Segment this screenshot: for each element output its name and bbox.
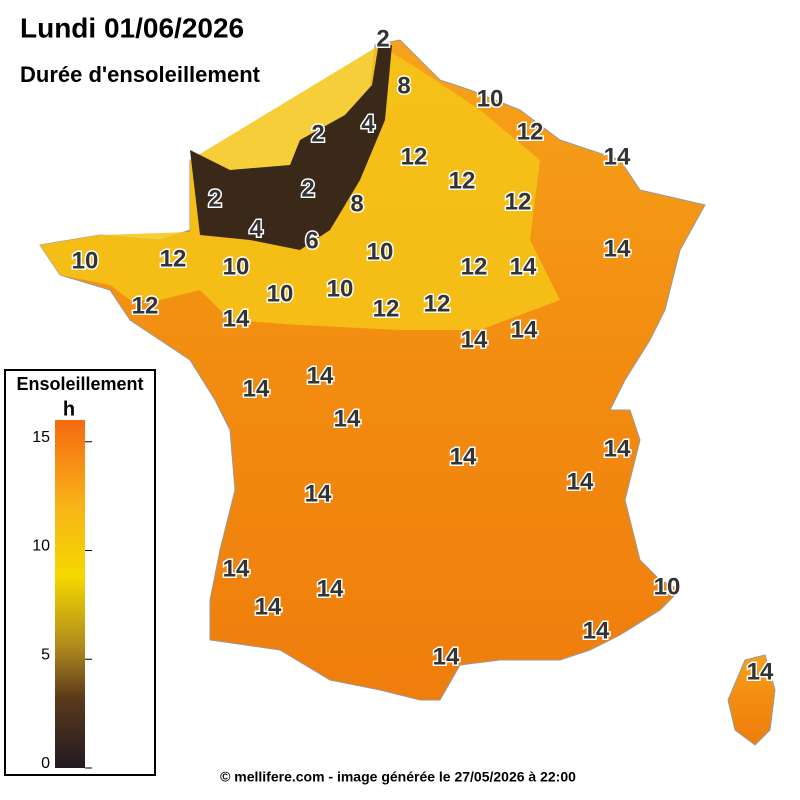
contour-label: 14 [317, 575, 344, 602]
contour-label: 12 [373, 295, 400, 322]
contour-label: 14 [461, 326, 488, 353]
scale-tick-label: 0 [41, 755, 50, 772]
contour-label: 14 [567, 468, 594, 495]
contour-label: 2 [301, 175, 314, 202]
contour-label: 14 [255, 593, 282, 620]
contour-label: 2 [376, 25, 389, 52]
contour-label: 14 [604, 435, 631, 462]
contour-label: 2 [208, 185, 221, 212]
contour-label: 14 [334, 405, 361, 432]
contour-label: 4 [249, 215, 263, 242]
scale-tick-label: 5 [41, 646, 50, 663]
contour-label: 12 [132, 292, 159, 319]
contour-label: 14 [305, 480, 332, 507]
contour-label: 10 [327, 275, 354, 302]
contour-label: 14 [223, 555, 250, 582]
contour-label: 12 [401, 143, 428, 170]
contour-label: 10 [72, 247, 99, 274]
contour-label: 8 [350, 190, 363, 217]
legend-unit: h [63, 398, 75, 420]
contour-label: 14 [747, 658, 774, 685]
subtitle: Durée d'ensoleillement [20, 62, 261, 87]
contour-label: 10 [654, 573, 681, 600]
dark-zone [190, 45, 392, 250]
contour-label: 6 [305, 227, 318, 254]
color-scale [55, 420, 85, 768]
contour-label: 14 [604, 143, 631, 170]
contour-label: 10 [267, 280, 294, 307]
contour-label: 12 [160, 245, 187, 272]
contour-label: 14 [450, 443, 477, 470]
contour-label: 14 [510, 253, 537, 280]
contour-label: 14 [307, 362, 334, 389]
scale-tick-label: 10 [32, 538, 50, 555]
contour-label: 10 [223, 253, 250, 280]
contour-label: 12 [449, 167, 476, 194]
contour-label: 10 [367, 238, 394, 265]
footer: © mellifere.com - image générée le 27/05… [220, 769, 576, 785]
title: Lundi 01/06/2026 [20, 12, 244, 43]
contour-label: 2 [311, 120, 324, 147]
contour-label: 12 [505, 188, 532, 215]
contour-label: 14 [583, 617, 610, 644]
contour-label: 14 [243, 375, 270, 402]
contour-label: 14 [433, 643, 460, 670]
contour-label: 14 [223, 305, 250, 332]
contour-label: 12 [424, 290, 451, 317]
contour-label: 10 [477, 85, 504, 112]
scale-tick-label: 15 [32, 429, 50, 446]
contour-label: 14 [511, 316, 538, 343]
contour-label: 14 [604, 235, 631, 262]
contour-label: 12 [517, 118, 544, 145]
contour-label: 4 [361, 110, 375, 137]
contour-label: 12 [461, 253, 488, 280]
legend-title: Ensoleillement [16, 374, 143, 394]
corsica [727, 654, 776, 746]
contour-label: 8 [397, 72, 410, 99]
legend: Ensoleillement h 0 5 10 15 [4, 369, 156, 776]
